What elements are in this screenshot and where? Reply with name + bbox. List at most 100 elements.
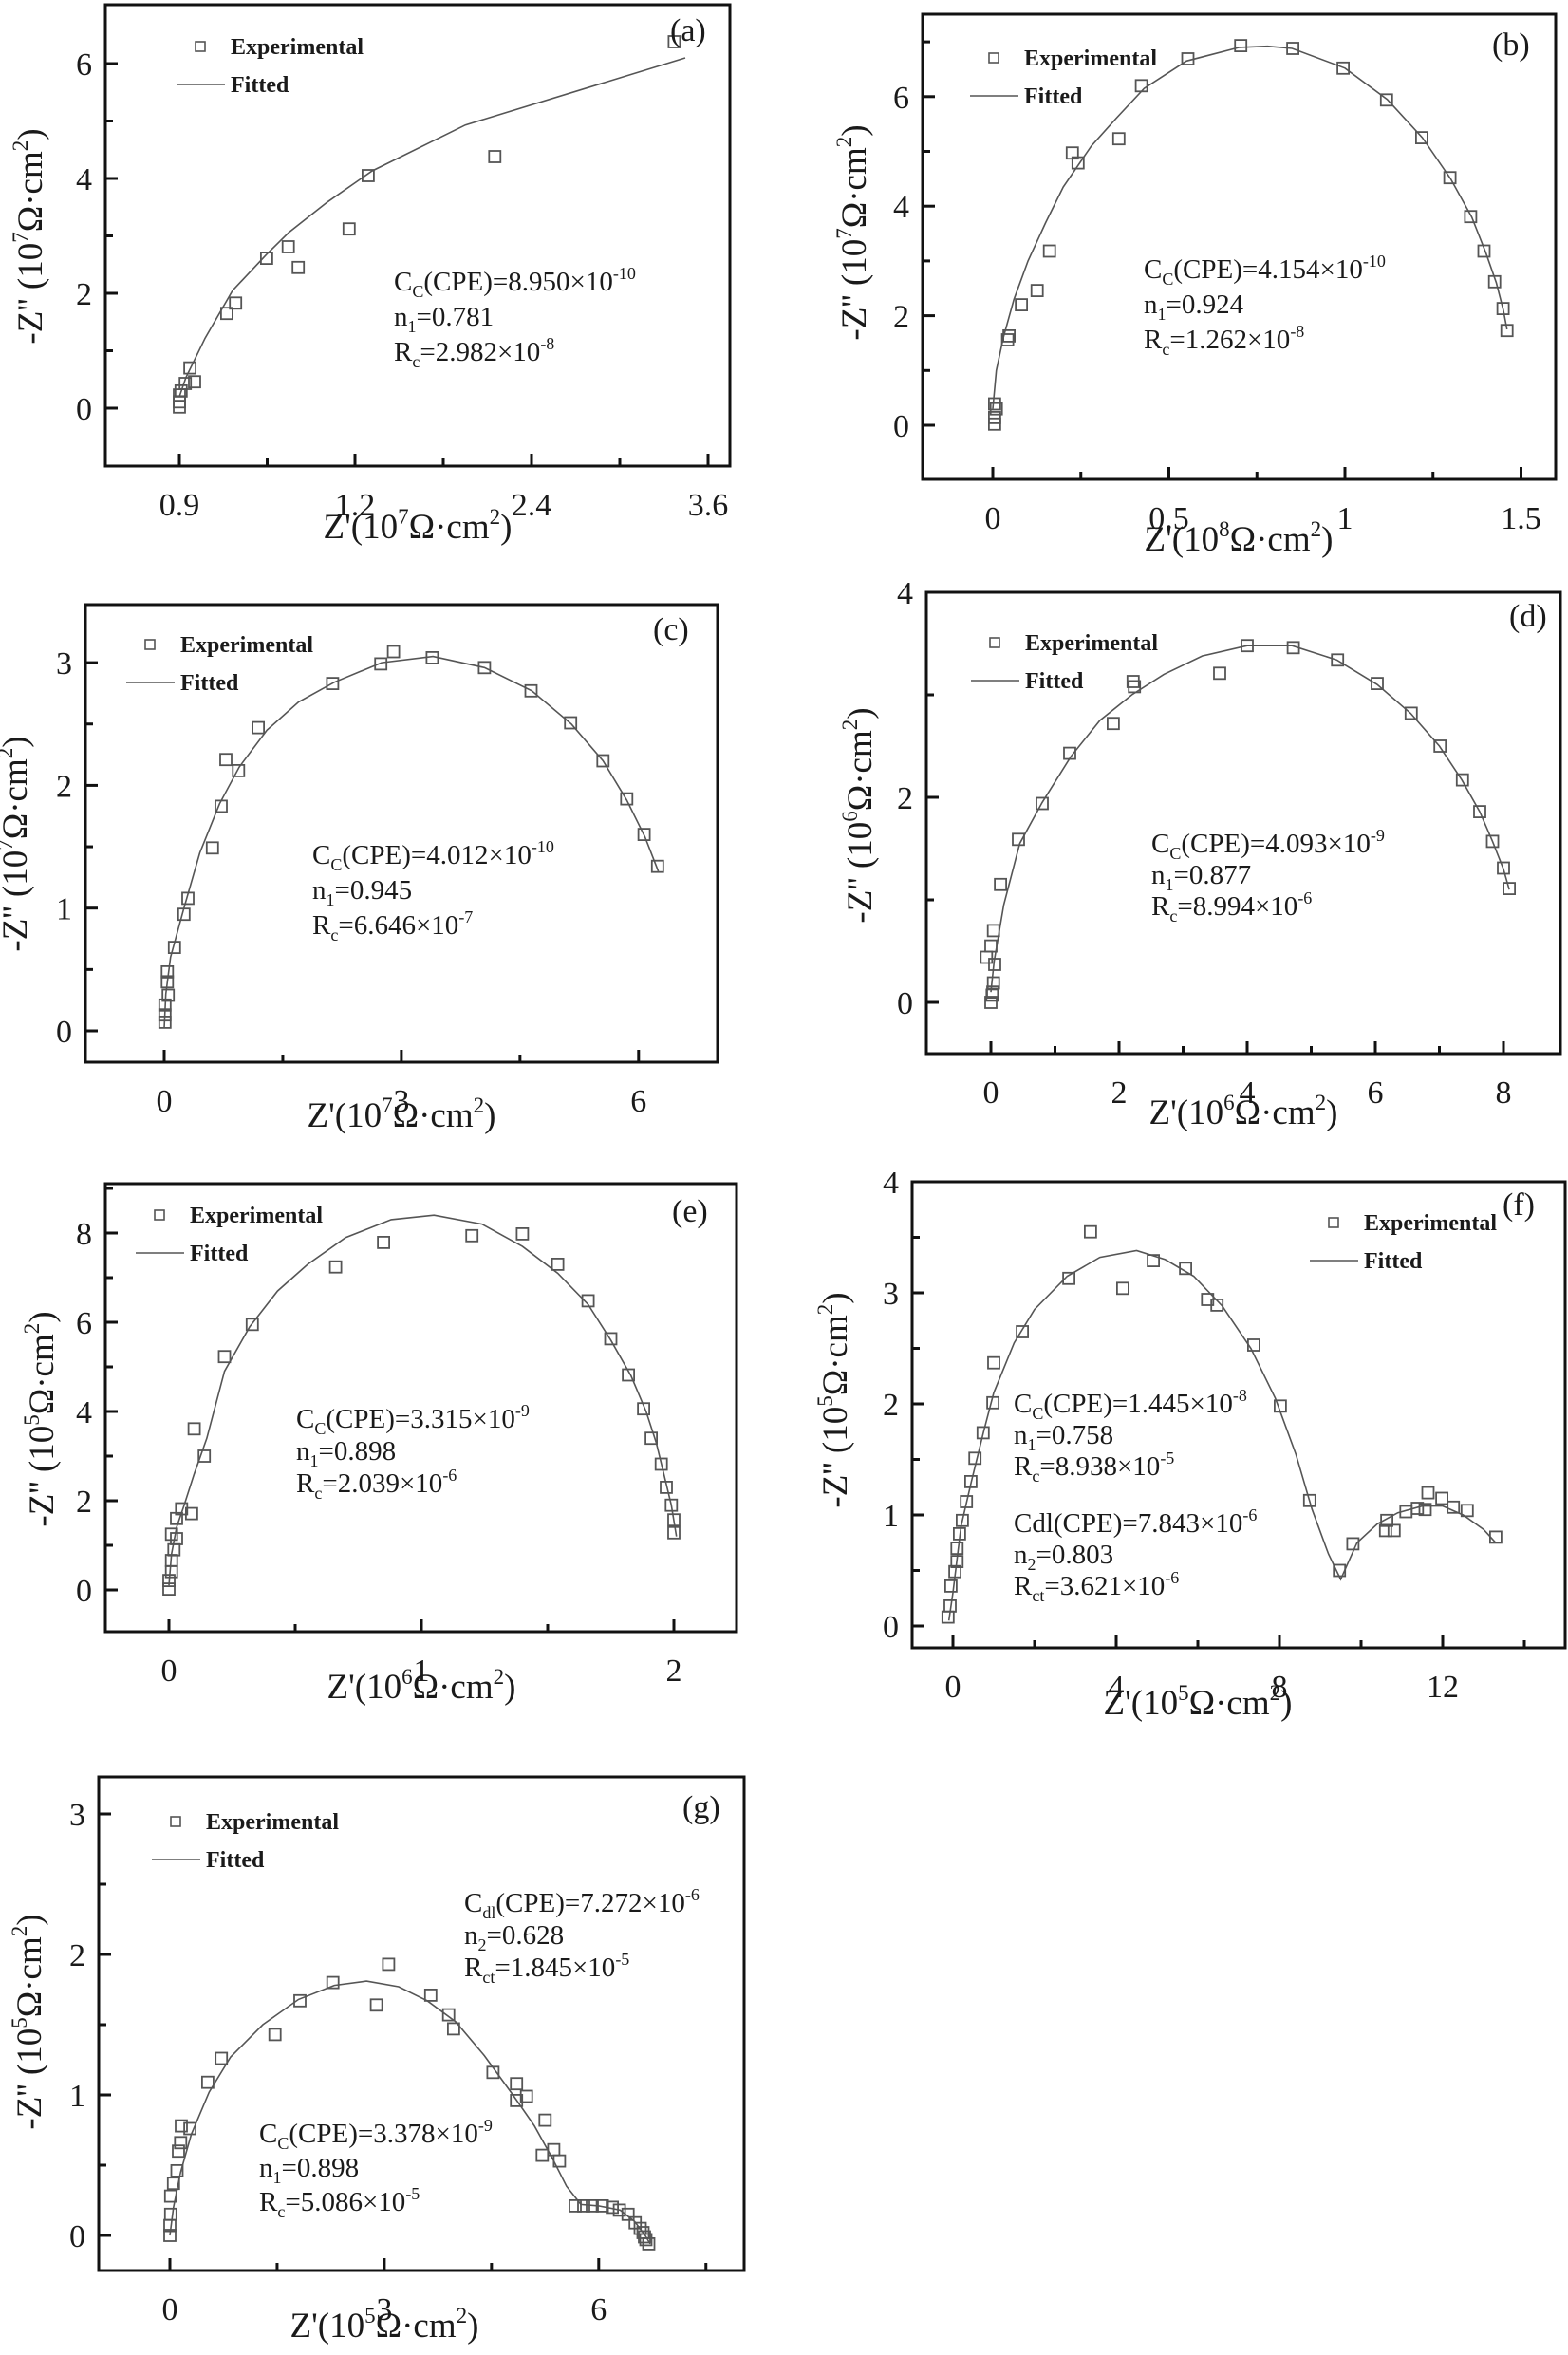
data-point-square: [170, 2163, 184, 2177]
panel-e: 0 1 2 0 2 4 6 8 Experimental Fitted (e) CC(CPE)=3.3…: [20, 1182, 738, 1707]
legend-experimental-label: Experimental: [190, 1204, 323, 1228]
data-point-square: [377, 1236, 391, 1249]
data-point-square: [281, 240, 295, 253]
data-point-square: [1378, 1523, 1392, 1538]
y-tick-label: 4: [897, 576, 913, 611]
experimental-markers: [980, 639, 1516, 1009]
x-tick-label: 6: [630, 1084, 646, 1119]
y-tick-label: 4: [883, 1166, 899, 1201]
data-point-square: [374, 657, 388, 671]
data-point-square: [987, 1355, 1000, 1370]
data-point-square: [1084, 1224, 1097, 1239]
data-point-square: [654, 1457, 668, 1471]
data-point-square: [1418, 1503, 1432, 1517]
data-point-square: [160, 965, 175, 979]
data-point-square: [1485, 834, 1500, 849]
experimental-markers: [158, 645, 664, 1029]
data-point-square: [386, 645, 401, 659]
fitted-curve: [992, 45, 1508, 409]
data-point-square: [229, 296, 243, 310]
legend: Experimental Fitted: [1310, 1211, 1497, 1274]
data-point-square: [620, 792, 634, 806]
data-point-square: [291, 260, 306, 274]
data-point-square: [1012, 832, 1025, 847]
data-point-square: [369, 1998, 383, 2012]
y-tick-label: 6: [76, 47, 92, 83]
data-point-square: [1063, 746, 1076, 760]
fit-parameter-annotation: n1=0.945: [312, 875, 412, 909]
data-point-square: [162, 1574, 176, 1587]
data-point-square: [1286, 42, 1299, 55]
panel-label: (f): [1503, 1187, 1535, 1223]
data-point-square: [1415, 131, 1428, 145]
panel-a: 0.9 1.2 2.4 3.6 0 2 4 6 Experimental Fitted (a) CC(…: [9, 3, 732, 547]
data-point-square: [988, 410, 1001, 424]
experimental-markers: [163, 1957, 656, 2251]
data-point-square: [175, 1502, 189, 1516]
panel-f: 0 4 8 1201234ExperimentalFitted(f)CC(CPE)=1…: [813, 1166, 1567, 1723]
data-point-square: [326, 1975, 340, 1990]
legend-fitted-label: Fitted: [190, 1242, 249, 1266]
panel-label: (a): [670, 13, 706, 48]
fit-parameter-annotation: Rc=5.086×10-5: [259, 2184, 420, 2221]
data-point-square: [441, 2008, 456, 2022]
fitted-curve: [168, 1214, 678, 1586]
data-point-square: [158, 1008, 172, 1022]
y-tick-label: 0: [897, 986, 913, 1021]
data-point-square: [1213, 666, 1226, 681]
panel-b: 0 0.5 1 1.5 0 2 4 6 Experimental Fitted (b) CC(CPE)…: [832, 12, 1558, 559]
fit-parameter-annotation: CC(CPE)=3.315×10-9: [296, 1401, 530, 1438]
data-point-square: [944, 1579, 958, 1593]
fit-parameter-annotation: CC(CPE)=4.093×10-9: [1151, 826, 1385, 863]
fitted-curve: [990, 645, 1510, 993]
legend-square-icon: [988, 52, 999, 64]
plot-frame: [103, 3, 732, 468]
experimental-markers: [988, 39, 1514, 431]
data-point-square: [172, 2144, 185, 2159]
data-point-square: [217, 1350, 232, 1364]
data-point-square: [158, 998, 172, 1012]
y-tick-label: 2: [56, 769, 72, 804]
legend: Experimental Fitted: [136, 1204, 323, 1266]
data-point-square: [1147, 1254, 1160, 1267]
y-tick-label: 0: [56, 1015, 72, 1050]
data-point-square: [167, 941, 181, 954]
x-tick-label: 1.5: [1501, 501, 1541, 536]
data-point-square: [660, 1481, 673, 1494]
data-point-square: [1447, 1500, 1461, 1514]
data-point-square: [205, 841, 219, 855]
legend-experimental-label: Experimental: [1024, 47, 1157, 71]
data-point-square: [986, 985, 999, 1000]
legend-experimental-label: Experimental: [206, 1810, 339, 1835]
data-point-square: [960, 1495, 974, 1508]
data-point-square: [183, 2121, 197, 2136]
y-tick-label: 0: [69, 2219, 85, 2254]
data-point-square: [183, 361, 197, 375]
data-point-square: [577, 2198, 590, 2213]
data-point-square: [1487, 274, 1502, 289]
legend: Experimental Fitted: [971, 631, 1158, 694]
data-point-square: [1331, 653, 1345, 667]
y-tick-label: 6: [893, 81, 909, 116]
data-point-square: [219, 753, 233, 767]
data-point-square: [519, 2089, 533, 2103]
x-tick-label: 6: [590, 2292, 607, 2327]
fit-parameter-annotation: n1=0.877: [1151, 860, 1251, 894]
panel-label: (c): [653, 612, 689, 647]
y-tick-label: 3: [56, 646, 72, 682]
data-point-square: [650, 859, 664, 873]
y-tick-label: 3: [69, 1798, 85, 1833]
x-tick-label: 2: [666, 1654, 682, 1689]
y-axis-title: -Z'' (107Ω·cm2): [9, 128, 50, 344]
data-point-square: [425, 651, 439, 664]
data-point-square: [994, 877, 1007, 891]
legend-experimental-label: Experimental: [180, 633, 313, 658]
data-point-square: [1210, 1299, 1224, 1312]
legend-square-icon: [170, 1816, 181, 1827]
data-point-square: [174, 2136, 188, 2150]
data-point-square: [158, 1016, 172, 1029]
panel-label: (e): [672, 1194, 708, 1229]
legend-fitted-label: Fitted: [180, 671, 239, 696]
data-point-square: [465, 1228, 479, 1243]
y-tick-label: 2: [897, 781, 913, 816]
